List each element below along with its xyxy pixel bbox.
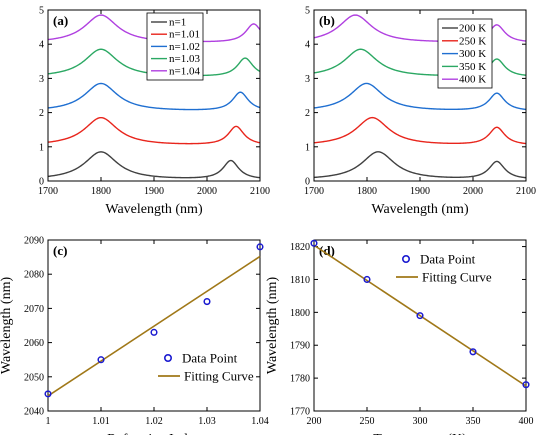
x-tick-label: 250	[360, 416, 375, 427]
chart-panel-0: 1700 1800 1900 2000 2100 0 1 2 3 4 5 (a) Wavelength …	[38, 6, 270, 218]
chart-panel-3: 200 250 300 350 400 1770 1780 1790 1800 1810 1820 (…	[265, 239, 534, 435]
data-point	[522, 381, 530, 389]
data-point	[256, 243, 264, 251]
y-tick-label: 2	[305, 108, 310, 119]
plot-frame	[313, 9, 527, 182]
y-tick-label: 1770	[290, 407, 310, 418]
y-tick-label: 2040	[24, 407, 44, 418]
y-tick-label: 1780	[290, 374, 310, 385]
panel-label: (d)	[319, 243, 335, 258]
x-tick-label: 1700	[304, 186, 324, 197]
y-tick-label: 1810	[290, 275, 310, 286]
legend-label: Fitting Curve	[184, 369, 254, 384]
y-axis-label: Wavelength (nm)	[0, 277, 14, 375]
fitting-curve	[313, 244, 527, 387]
x-tick-label: 2100	[250, 186, 270, 197]
y-tick-label: 4	[39, 40, 44, 51]
x-tick-label: 1.01	[92, 416, 110, 427]
chart-panel-2: 1 1.01 1.02 1.03 1.04 2040 2050 2060 2070 2080 209…	[0, 236, 269, 435]
data-point	[44, 390, 52, 398]
series-line-0	[48, 151, 260, 179]
legend-label: n=1.02	[169, 41, 200, 53]
series-line-4	[314, 14, 526, 42]
y-tick-label: 5	[39, 6, 44, 17]
data-point	[150, 328, 158, 336]
x-tick-label: 200	[307, 416, 322, 427]
y-tick-label: 0	[39, 177, 44, 188]
x-tick-label: 1800	[357, 186, 377, 197]
y-axis-label: Wavelength (nm)	[265, 277, 280, 375]
series-group	[314, 14, 526, 179]
y-tick-label: 1820	[290, 242, 310, 253]
x-axis-label: Temperature (K)	[373, 432, 467, 435]
y-tick-label: 2050	[24, 372, 44, 383]
y-tick-label: 2070	[24, 304, 44, 315]
x-tick-label: 1.04	[251, 416, 269, 427]
chart-panel-1: 1700 1800 1900 2000 2100 0 1 2 3 4 5 (b) Wavelength …	[304, 6, 536, 218]
data-point	[203, 298, 211, 306]
data-point	[469, 348, 477, 356]
y-tick-label: 1	[305, 142, 310, 153]
x-axis-label: Wavelength (nm)	[105, 202, 203, 217]
fitting-curve	[47, 255, 261, 397]
legend-label: Data Point	[182, 351, 238, 366]
y-tick-label: 3	[39, 74, 44, 85]
data-point	[97, 356, 105, 364]
y-tick-label: 2090	[24, 236, 44, 247]
y-tick-label: 1	[39, 142, 44, 153]
series-line-0	[314, 151, 526, 179]
legend-marker	[401, 255, 410, 264]
y-tick-label: 2060	[24, 338, 44, 349]
x-axis-label: Wavelength (nm)	[371, 202, 469, 217]
x-tick-label: 2000	[463, 186, 483, 197]
legend-label: n=1.01	[169, 29, 200, 41]
y-tick-label: 2	[39, 108, 44, 119]
x-tick-label: 2000	[197, 186, 217, 197]
legend-label: Data Point	[420, 252, 476, 267]
x-tick-label: 1.03	[198, 416, 216, 427]
x-tick-label: 300	[413, 416, 428, 427]
data-point	[416, 312, 424, 320]
legend-label: 300 K	[459, 48, 486, 60]
panel-label: (c)	[53, 243, 67, 258]
series-line-2	[314, 82, 526, 111]
legend-label: n=1	[169, 17, 186, 29]
x-tick-label: 1900	[144, 186, 164, 197]
legend-marker	[164, 353, 173, 362]
y-tick-label: 0	[305, 177, 310, 188]
y-tick-label: 1790	[290, 341, 310, 352]
series-line-3	[314, 48, 526, 77]
x-tick-label: 1800	[91, 186, 111, 197]
x-tick-label: 400	[519, 416, 534, 427]
panel-label: (a)	[53, 13, 68, 28]
y-tick-label: 2080	[24, 270, 44, 281]
legend-label: 200 K	[459, 23, 486, 35]
x-tick-label: 1900	[410, 186, 430, 197]
legend-label: 400 K	[459, 74, 486, 86]
legend-label: Fitting Curve	[422, 270, 492, 285]
x-tick-label: 1.02	[145, 416, 163, 427]
y-tick-label: 4	[305, 40, 310, 51]
data-point	[363, 275, 371, 284]
series-line-2	[48, 82, 260, 111]
data-point	[310, 239, 318, 247]
legend-label: 350 K	[459, 61, 486, 73]
x-axis-label: Refractive Index	[107, 432, 201, 435]
legend-label: n=1.04	[169, 65, 200, 77]
series-line-1	[48, 116, 260, 145]
legend-label: n=1.03	[169, 53, 200, 65]
legend-label: 250 K	[459, 35, 486, 47]
x-tick-label: 350	[466, 416, 481, 427]
x-tick-label: 1700	[38, 186, 58, 197]
x-tick-label: 1	[46, 416, 51, 427]
y-tick-label: 1800	[290, 308, 310, 319]
panel-label: (b)	[319, 13, 335, 28]
series-line-1	[314, 116, 526, 145]
y-tick-label: 3	[305, 74, 310, 85]
x-tick-label: 2100	[516, 186, 536, 197]
y-tick-label: 5	[305, 6, 310, 17]
